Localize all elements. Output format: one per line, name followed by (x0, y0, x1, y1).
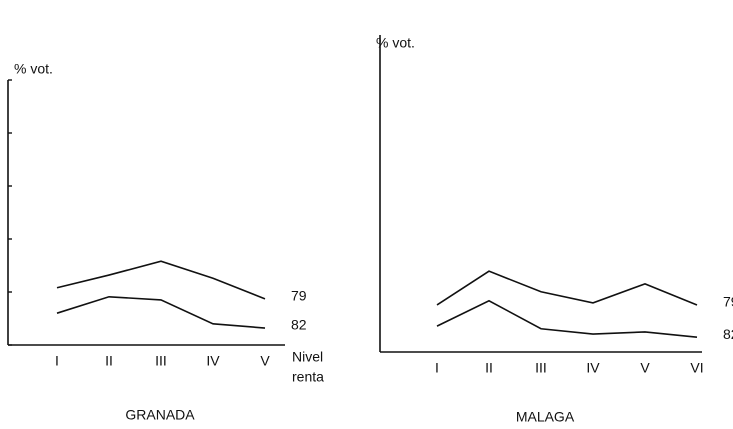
x-axis-label: renta (292, 369, 324, 385)
x-tick-label: IV (206, 353, 220, 369)
x-tick-label: III (155, 353, 167, 369)
x-axis-label: Nivel (292, 349, 323, 365)
x-tick-label: II (485, 360, 493, 376)
data-line (436, 299, 698, 339)
x-tick-label: I (435, 360, 439, 376)
x-tick-label: II (105, 353, 113, 369)
x-tick-label: V (640, 360, 650, 376)
series-label: 79 (291, 288, 307, 304)
x-tick-label: IV (586, 360, 600, 376)
y-axis-label: % vot. (14, 61, 53, 77)
data-line (436, 270, 698, 306)
data-line (56, 260, 266, 300)
chart-title: GRANADA (125, 407, 195, 423)
series-label: 79 (723, 294, 733, 310)
x-tick-label: VI (690, 360, 703, 376)
data-line (56, 295, 266, 329)
chart-title: MALAGA (516, 409, 575, 425)
y-axis-label: % vot. (376, 35, 415, 51)
series-label: 82 (723, 326, 733, 342)
x-tick-label: III (535, 360, 547, 376)
series-label: 82 (291, 317, 307, 333)
x-tick-label: V (260, 353, 270, 369)
x-tick-label: I (55, 353, 59, 369)
